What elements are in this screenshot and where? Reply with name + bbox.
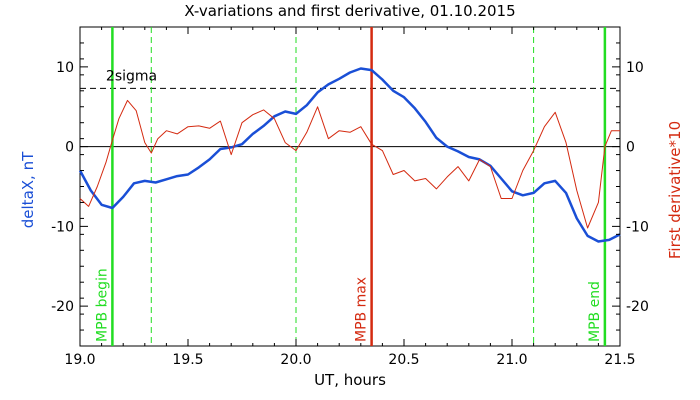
x-tick-label: 21.5 — [604, 352, 635, 368]
annotation-layer: 2sigma MPB begin MPB max MPB end — [94, 68, 602, 342]
x-axis-label: UT, hours — [314, 371, 386, 389]
x-tick-label: 20.0 — [280, 352, 311, 368]
y-tick-label-right: -10 — [626, 219, 649, 235]
y-axis-left-label: deltaX, nT — [19, 151, 37, 228]
x-tick-label: 21.0 — [496, 352, 527, 368]
ticks-layer: 19.0 19.5 20.0 20.5 21.0 21.5 -20 -20 -10 -10 0 0 10… — [51, 26, 649, 368]
y-tick-label-left: -20 — [51, 299, 74, 315]
x-tick-label: 19.5 — [172, 352, 203, 368]
mpb-begin-label: MPB begin — [94, 268, 110, 342]
mpb-max-label: MPB max — [354, 277, 370, 342]
x-tick-label: 19.0 — [64, 352, 95, 368]
y-tick-label-left: 10 — [56, 60, 74, 76]
series-line-deltaX — [78, 67, 621, 243]
y-tick-label-right: 10 — [626, 60, 644, 76]
series-line-derivative — [79, 99, 620, 229]
y-axis-right-label: First derivative*10 — [666, 121, 684, 259]
sigma-label: 2sigma — [106, 68, 157, 84]
chart-title: X-variations and first derivative, 01.10… — [184, 2, 515, 20]
y-tick-label-left: -10 — [51, 219, 74, 235]
reference-lines — [80, 27, 620, 346]
series-layer — [78, 67, 621, 243]
y-tick-label-right: 0 — [626, 140, 635, 156]
y-tick-label-left: 0 — [65, 140, 74, 156]
x-tick-label: 20.5 — [388, 352, 419, 368]
y-tick-label-right: -20 — [626, 299, 649, 315]
mpb-end-label: MPB end — [587, 281, 603, 342]
